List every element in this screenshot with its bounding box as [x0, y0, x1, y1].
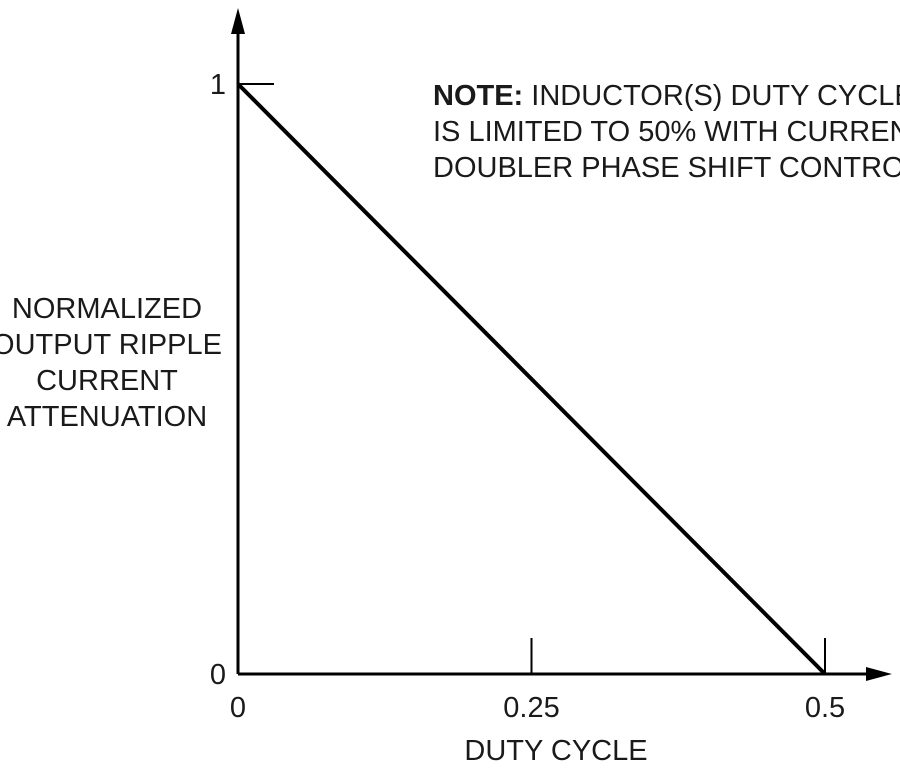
- y-axis-label-line: OUTPUT RIPPLE: [0, 329, 222, 361]
- x-tick-label: 0.5: [805, 692, 845, 724]
- x-axis-arrowhead: [866, 667, 892, 681]
- note-annotation-line: NOTE: INDUCTOR(S) DUTY CYCLE: [433, 80, 900, 112]
- y-axis-arrowhead: [231, 8, 245, 34]
- ticks-layer: 0 0.25 0.5 0 1: [210, 69, 845, 724]
- y-axis-label-line: NORMALIZED: [12, 293, 202, 325]
- y-tick-label: 1: [210, 69, 226, 101]
- y-axis-label-line: ATTENUATION: [7, 401, 207, 433]
- series-line: [236, 82, 827, 676]
- x-tick-label: 0: [230, 692, 246, 724]
- note-first-line-text: INDUCTOR(S) DUTY CYCLE: [523, 80, 900, 112]
- note-bold-prefix: NOTE:: [433, 80, 523, 112]
- note-annotation-line: IS LIMITED TO 50% WITH CURRENT: [433, 116, 900, 148]
- y-axis-label-line: CURRENT: [36, 365, 178, 397]
- axes-layer: [231, 8, 892, 681]
- series-layer: [236, 82, 827, 676]
- x-axis-label: DUTY CYCLE: [464, 735, 647, 767]
- x-tick-label: 0.25: [503, 692, 559, 724]
- note-annotation-line: DOUBLER PHASE SHIFT CONTROL.: [433, 152, 900, 184]
- y-tick-label: 0: [210, 659, 226, 691]
